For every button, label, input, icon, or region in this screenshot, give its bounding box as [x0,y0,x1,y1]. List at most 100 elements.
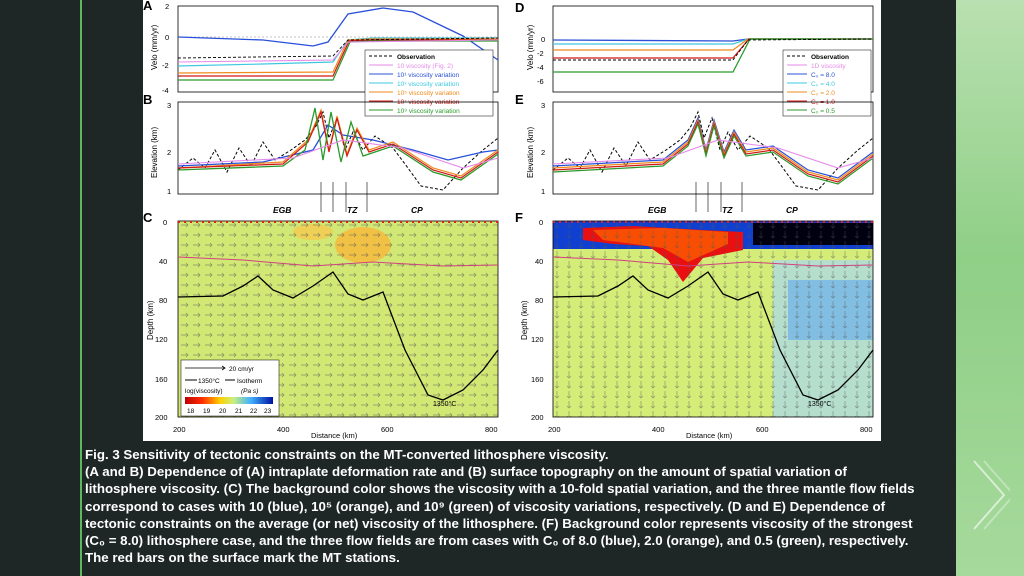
panel-e-curve-pink [552,139,874,169]
panel-d-curve-green [553,38,873,73]
panel-b-tick-3: 3 [167,101,171,110]
panel-b-frame [177,101,499,195]
region-cp-right: CP [786,205,798,215]
legend-d-observation: Observation [811,54,849,61]
panel-b-curve-blue [177,124,499,167]
panel-f-xlabel: Distance (km) [686,431,733,440]
colorbar-title: log(viscosity) [185,388,223,395]
colorbar-tick-20: 20 [219,408,227,415]
legend-a-7: 10⁷ viscosity variation [397,99,460,106]
panel-e-tick-3: 3 [541,101,545,110]
panel-b-tick-1: 1 [167,187,171,196]
legend-a-1: 10¹ viscosity variation [397,72,460,79]
panel-f-lith-line [552,256,874,267]
panel-e-tick-1: 1 [541,187,545,196]
panel-c-tick-40: 40 [159,257,167,266]
panel-c-scale-legend: 20 cm/yr 1350°C Isotherm log(viscosity) … [180,359,280,417]
scale-isotherm-word: Isotherm [237,378,262,385]
panel-a-curve-pink [177,39,499,63]
panel-c-tick-160: 160 [155,375,168,384]
legend-d-c1: C₀ = 1.0 [811,99,835,106]
panel-c-xtick-600: 600 [381,425,394,434]
panel-f-xtick-800: 800 [860,425,873,434]
caption-line-6: (C₀ = 8.0) lithosphere case, and the thr… [85,533,909,549]
panel-b-curve-red [177,110,499,179]
scale-isotherm-value: 1350°C [198,377,220,385]
scientific-figure: A Velo (mm/yr) 2 0 -2 -4 Observation 10 … [143,0,881,441]
legend-d-c05: C₀ = 0.5 [811,108,835,115]
legend-a-uniform: 10 viscosity (Fig. 2) [397,63,453,70]
panel-b-curve-pink [177,139,499,169]
caption-line-4: correspond to cases with 10 (blue), 10⁵ … [85,498,885,514]
figure-svg: A Velo (mm/yr) 2 0 -2 -4 Observation 10 … [143,0,874,440]
colorbar-tick-23: 23 [264,408,272,415]
figure-caption: Fig. 3 Sensitivity of tectonic constrain… [85,446,945,566]
decorative-green-strip [956,0,1024,576]
panel-a-ylabel: Velo (mm/yr) [150,24,159,70]
panel-letter-e: E [515,92,524,107]
panel-c-xlabel: Distance (km) [311,431,358,440]
panel-a-tick-m2: -2 [162,61,169,70]
legend-a-5: 10⁵ viscosity variation [397,90,460,97]
region-egb-left: EGB [273,205,291,215]
panel-c-lith-line [177,256,499,267]
panel-e-arrows [695,182,743,212]
panel-e-tick-2: 2 [541,148,545,157]
panel-a-legend: Observation 10 viscosity (Fig. 2) 10¹ vi… [364,49,494,117]
panel-f-xtick-600: 600 [756,425,769,434]
caption-line-5: tectonic constraints on the average (or … [85,515,913,531]
panel-f-ylabel: Depth (km) [520,300,529,340]
caption-line-2: (A and B) Dependence of (A) intraplate d… [85,464,847,480]
panel-c-isotherm-label: 1350°C [433,400,456,408]
panel-a-frame [177,5,499,93]
panel-f-xtick-200: 200 [548,425,561,434]
caption-line-7: The red bars on the surface mark the MT … [85,550,400,566]
panel-c-tick-200: 200 [155,413,168,422]
panel-d-legend: Observation 1D viscosity C₀ = 8.0 C₀ = 4… [782,49,872,117]
colorbar-tick-22: 22 [250,408,258,415]
legend-d-1d: 1D viscosity [811,63,846,70]
panel-b-curve-green [177,107,499,181]
region-egb-right: EGB [648,205,666,215]
panel-letter-d: D [515,0,524,15]
panel-f-isotherm-label: 1350°C [808,400,831,408]
panel-c-xtick-800: 800 [485,425,498,434]
panel-d-tick-m2: -2 [537,49,544,58]
panel-f-tick-120: 120 [531,335,544,344]
panel-f-tick-160: 160 [531,375,544,384]
caption-line-3: lithosphere viscosity. (C) The backgroun… [85,481,915,497]
panel-e-curve-obs [552,110,874,191]
panel-c-tick-0: 0 [163,218,167,227]
panel-d-tick-0: 0 [541,35,545,44]
panel-e-frame [552,101,874,195]
panel-letter-c: C [143,210,153,225]
panel-d-tick-m6: -6 [537,77,544,86]
panel-d-ylabel: Velo (mm/yr) [526,24,535,70]
legend-a-observation: Observation [397,54,435,61]
panel-c-tick-120: 120 [155,335,168,344]
caption-line-1: Fig. 3 Sensitivity of tectonic constrain… [85,447,609,462]
panel-f-xtick-400: 400 [652,425,665,434]
panel-a-curve-red [178,39,498,77]
panel-b-tick-2: 2 [167,148,171,157]
panel-a-tick-0: 0 [165,33,169,42]
legend-a-9: 10⁹ viscosity variation [397,108,460,115]
panel-a-curve-obs [177,37,499,59]
panel-f-tick-40: 40 [535,257,543,266]
panel-b-curve-obs [177,110,499,191]
panel-c-xtick-200: 200 [173,425,186,434]
colorbar-tick-19: 19 [203,408,211,415]
panel-f-isotherm [552,271,874,401]
colorbar [185,397,273,404]
panel-d-tick-m4: -4 [537,63,544,72]
accent-line [80,0,82,576]
colorbar-tick-21: 21 [235,408,243,415]
panel-f-tick-0: 0 [539,218,543,227]
panel-f-tick-200: 200 [531,413,544,422]
legend-a-3: 10³ viscosity variation [397,81,460,88]
legend-d-c4: C₀ = 4.0 [811,81,835,88]
panel-e-ylabel: Elevation (km) [526,127,535,178]
colorbar-tick-18: 18 [187,408,195,415]
region-tz-left: TZ [347,205,358,215]
region-tz-right: TZ [722,205,733,215]
